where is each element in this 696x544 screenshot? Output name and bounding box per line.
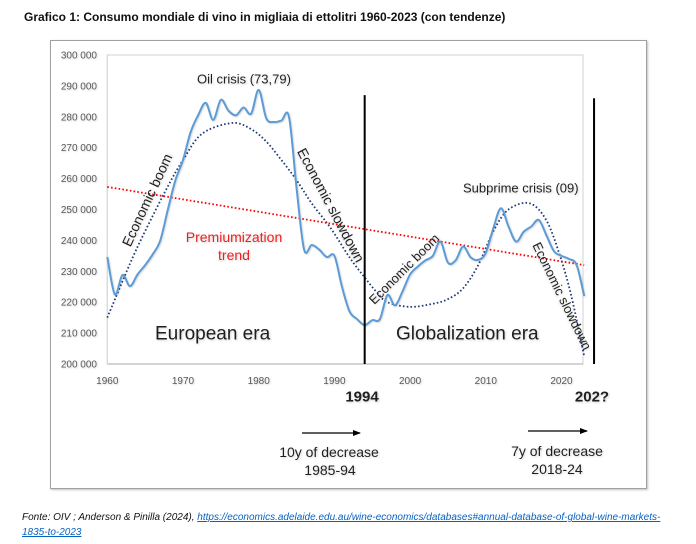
source-link[interactable]: https://economics.adelaide.edu.au/wine-e…: [22, 512, 661, 538]
data-series: [106, 88, 586, 327]
x-tick-label: 2010: [475, 376, 498, 387]
y-tick-label: 250 000: [61, 205, 98, 216]
marker-label-1994: 1994: [345, 388, 379, 406]
source-footer: Fonte: OIV ; Anderson & Pinilla (2024), …: [22, 510, 662, 540]
marker-label-202x: 202?: [574, 388, 610, 406]
x-tick-label: 2020: [550, 376, 573, 387]
x-tick-label: 1980: [248, 376, 271, 387]
y-tick-label: 300 000: [61, 51, 98, 62]
y-tick-label: 210 000: [61, 329, 98, 340]
annotation-subprime-crisis: Subprime crisis (09): [463, 180, 579, 196]
y-tick-label: 280 000: [61, 112, 98, 123]
decrease-1-period: 1985-94: [304, 462, 356, 478]
y-tick-label: 200 000: [61, 360, 98, 371]
x-tick-label: 1960: [96, 376, 119, 387]
annotation-premiumization-trend: trend: [218, 247, 250, 263]
source-text: Fonte: OIV ; Anderson & Pinilla (2024),: [22, 512, 198, 523]
premiumization-trend-line: [107, 186, 585, 267]
y-tick-label: 270 000: [61, 143, 98, 154]
x-tick-label: 1990: [323, 376, 346, 387]
y-tick-label: 290 000: [61, 81, 98, 92]
chart-frame: [50, 40, 647, 489]
axes: 200 000 210 000 220 000 230 000 240 000 250 0…: [61, 51, 583, 387]
y-tick-label: 220 000: [61, 298, 98, 309]
trend-lines: [106, 121, 586, 357]
y-tick-label: 240 000: [61, 236, 98, 247]
x-tick-label: 2000: [399, 376, 422, 387]
gridlines: [106, 54, 584, 365]
decrease-1-label: 10y of decrease: [279, 444, 379, 460]
annotation-oil-crisis: Oil crisis (73,79): [197, 71, 291, 87]
vertical-markers: [363, 95, 596, 364]
annotation-premiumization: Premiumization: [185, 229, 283, 245]
x-tick-label: 1970: [172, 376, 195, 387]
decrease-2-label: 7y of decrease: [511, 443, 603, 459]
annotation-european-era: European era: [155, 323, 271, 345]
decrease-2-period: 2018-24: [531, 461, 583, 477]
y-tick-label: 230 000: [61, 267, 98, 278]
y-tick-label: 260 000: [61, 174, 98, 185]
series-line-wine-consumption: [106, 88, 586, 327]
polynomial-trend-line: [106, 121, 586, 357]
annotation-globalization-era: Globalization era: [396, 323, 539, 345]
chart-title: Grafico 1: Consumo mondiale di vino in m…: [24, 10, 506, 24]
